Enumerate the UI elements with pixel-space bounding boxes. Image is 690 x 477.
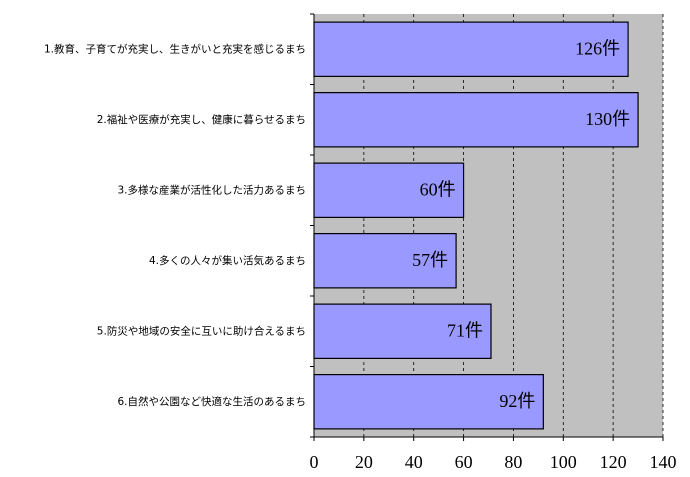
- category-label: 4.多くの人々が集い活気あるまち: [149, 254, 306, 267]
- x-tick-label: 100: [550, 452, 577, 472]
- category-label: 5.防災や地域の安全に互いに助け合えるまち: [97, 324, 306, 337]
- category-label: 6.自然や公園など快適な生活のあるまち: [117, 395, 306, 408]
- bar: [313, 92, 639, 148]
- category-label: 3.多様な産業が活性化した活力あるまち: [117, 183, 306, 196]
- bar: [313, 233, 457, 289]
- x-tick-label: 80: [504, 452, 522, 472]
- x-tick-label: 20: [355, 452, 373, 472]
- x-tick-label: 40: [405, 452, 423, 472]
- x-tick-label: 0: [310, 452, 319, 472]
- x-tick-label: 60: [455, 452, 473, 472]
- value-label: 71件: [447, 320, 483, 340]
- bar: [313, 162, 465, 218]
- value-label: 92件: [499, 391, 535, 411]
- value-label: 60件: [420, 179, 456, 199]
- value-label: 130件: [585, 109, 630, 129]
- category-label: 2.福祉や医療が充実し、健康に暮らせるまち: [97, 113, 306, 126]
- x-tick-label: 140: [650, 452, 677, 472]
- value-label: 126件: [575, 38, 620, 58]
- plot-area: [314, 14, 663, 437]
- bar: [313, 21, 629, 77]
- value-label: 57件: [412, 250, 448, 270]
- x-tick-label: 120: [600, 452, 627, 472]
- bar: [313, 374, 544, 430]
- bar: [313, 303, 492, 359]
- category-label: 1.教育、子育てが充実し、生きがいと充実を感じるまち: [44, 42, 306, 55]
